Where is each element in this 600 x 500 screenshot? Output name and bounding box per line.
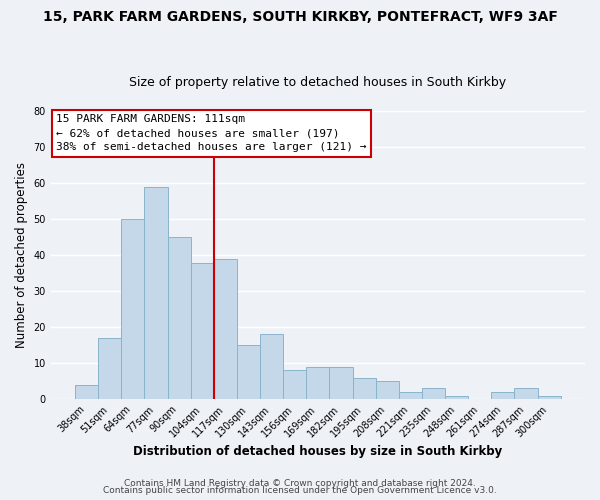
Title: Size of property relative to detached houses in South Kirkby: Size of property relative to detached ho… [130, 76, 506, 90]
Bar [121, 220, 145, 399]
Y-axis label: Number of detached properties: Number of detached properties [15, 162, 28, 348]
Bar [307, 367, 329, 399]
Text: Contains HM Land Registry data © Crown copyright and database right 2024.: Contains HM Land Registry data © Crown c… [124, 478, 476, 488]
Bar [75, 385, 98, 399]
Bar [514, 388, 538, 399]
Bar [491, 392, 514, 399]
Bar [329, 367, 353, 399]
Bar [214, 259, 237, 399]
Bar [167, 238, 191, 399]
Bar [353, 378, 376, 399]
Text: Contains public sector information licensed under the Open Government Licence v3: Contains public sector information licen… [103, 486, 497, 495]
Text: 15 PARK FARM GARDENS: 111sqm
← 62% of detached houses are smaller (197)
38% of s: 15 PARK FARM GARDENS: 111sqm ← 62% of de… [56, 114, 367, 152]
X-axis label: Distribution of detached houses by size in South Kirkby: Distribution of detached houses by size … [133, 444, 503, 458]
Bar [538, 396, 561, 399]
Bar [399, 392, 422, 399]
Bar [145, 187, 167, 399]
Bar [376, 381, 399, 399]
Text: 15, PARK FARM GARDENS, SOUTH KIRKBY, PONTEFRACT, WF9 3AF: 15, PARK FARM GARDENS, SOUTH KIRKBY, PON… [43, 10, 557, 24]
Bar [191, 262, 214, 399]
Bar [98, 338, 121, 399]
Bar [237, 345, 260, 399]
Bar [445, 396, 468, 399]
Bar [283, 370, 307, 399]
Bar [422, 388, 445, 399]
Bar [260, 334, 283, 399]
